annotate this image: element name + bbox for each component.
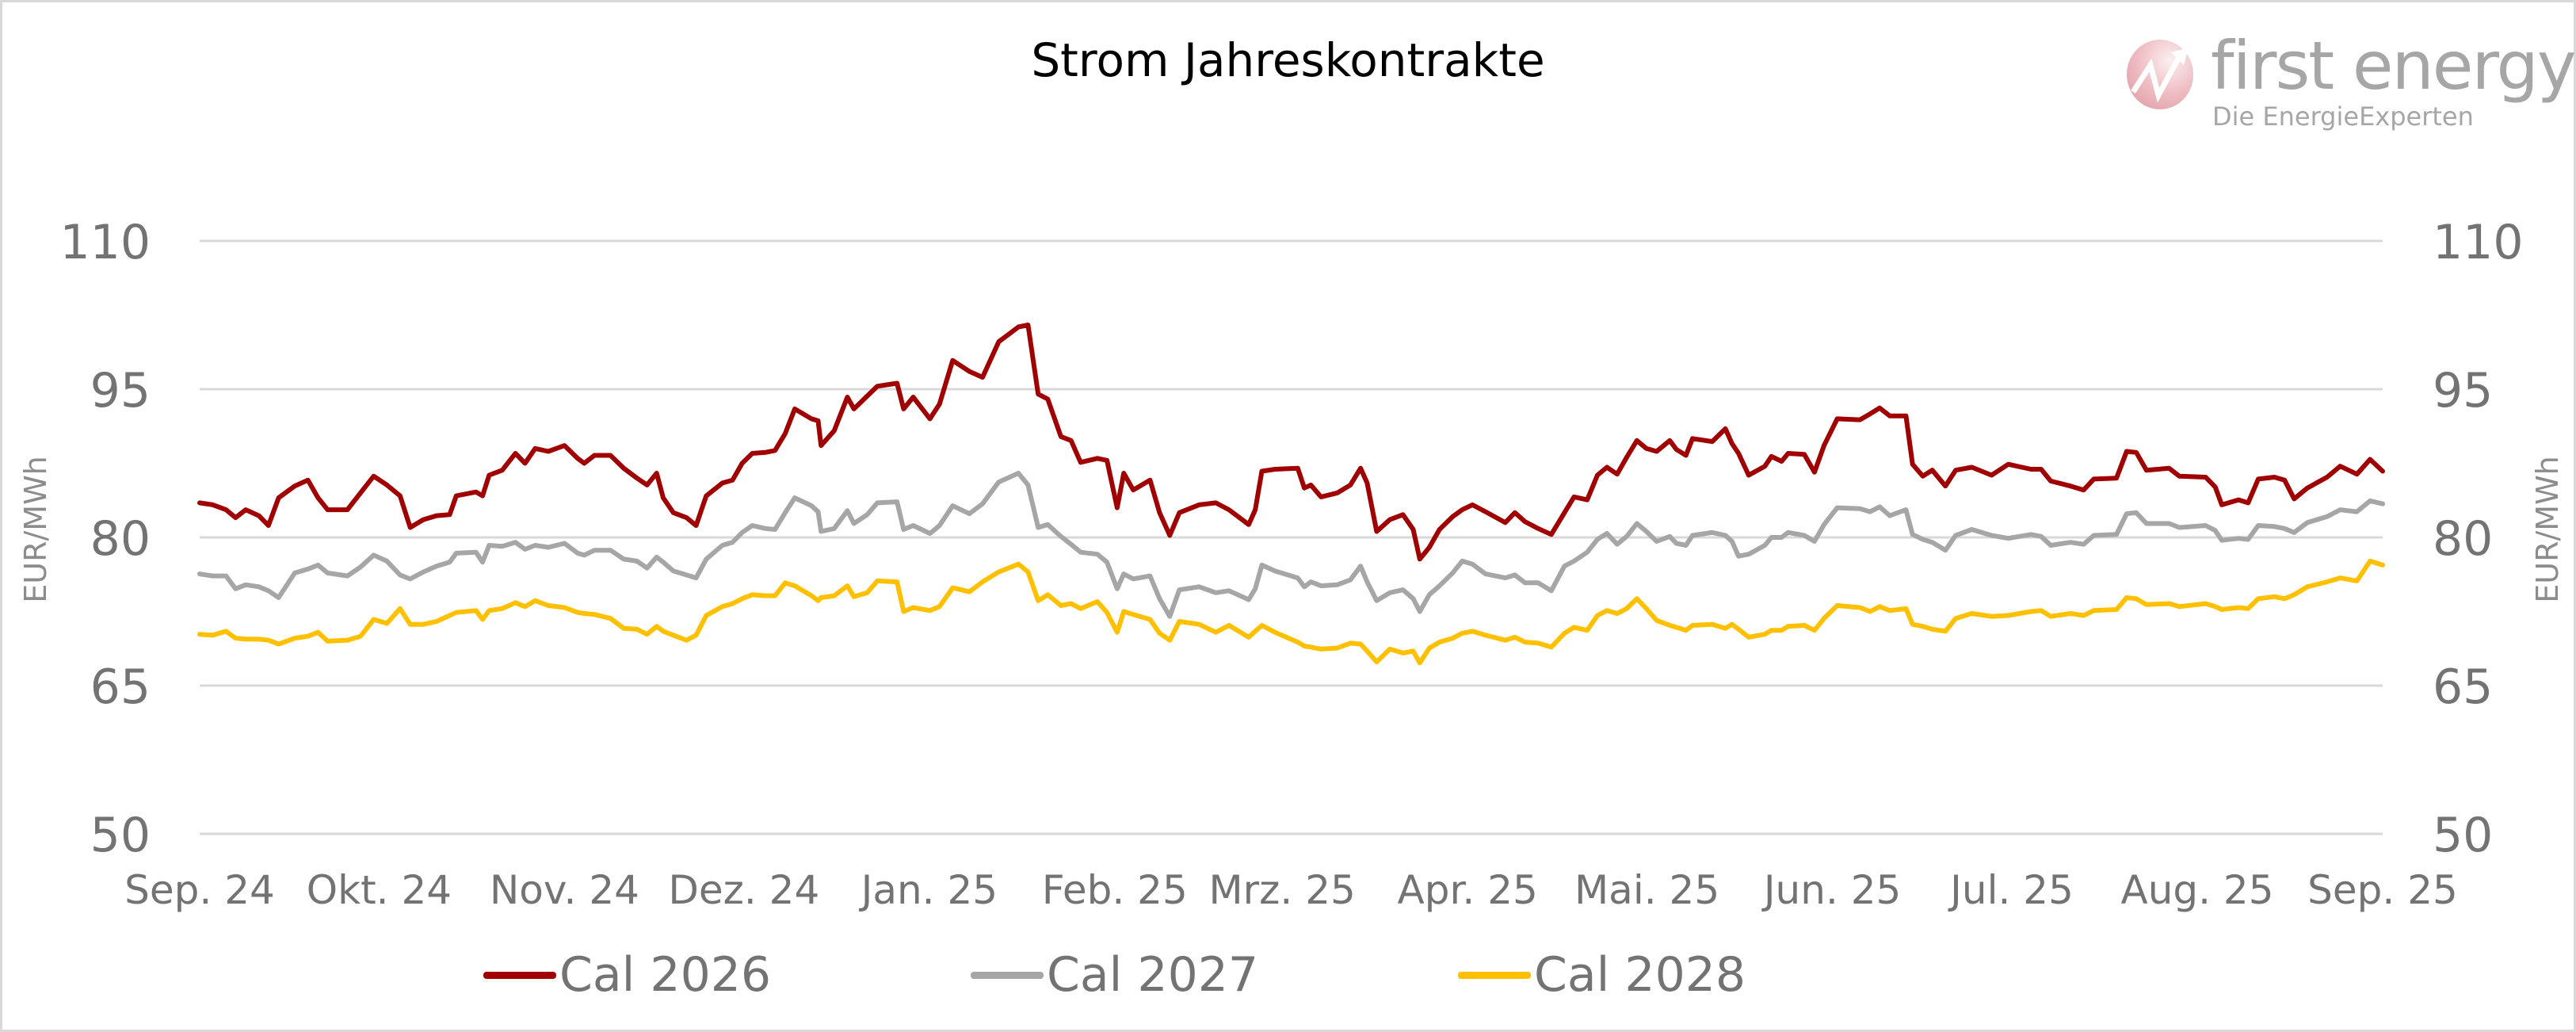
y-axis-title-left: EUR/MWh <box>18 456 53 602</box>
x-tick-label: Sep. 24 <box>124 867 275 913</box>
y-axis-title-right: EUR/MWh <box>2530 456 2565 602</box>
x-tick-label: Okt. 24 <box>307 867 452 913</box>
legend-label-cal-2026: Cal 2026 <box>559 947 772 1003</box>
y-tick-label-left: 110 <box>59 215 151 270</box>
x-tick-label: Mrz. 25 <box>1208 867 1355 913</box>
x-tick-label: Jul. 25 <box>1948 867 2074 913</box>
logo-brand-text: first energy <box>2211 27 2576 105</box>
y-tick-label-left: 65 <box>90 659 151 715</box>
series-line-cal-2028 <box>197 558 2385 666</box>
series-line-cal-2026 <box>197 323 2385 562</box>
x-tick-label: Nov. 24 <box>490 867 639 913</box>
legend-item-cal-2026: Cal 2026 <box>483 943 771 1007</box>
x-tick-label: Sep. 25 <box>2307 867 2458 913</box>
y-tick-label-right: 95 <box>2433 363 2493 419</box>
legend-swatch-cal-2028 <box>1458 971 1531 979</box>
legend-label-cal-2027: Cal 2027 <box>1047 947 1259 1003</box>
y-tick-label-left: 95 <box>90 363 151 419</box>
y-axis-left: 110 95 80 65 50 <box>59 215 151 863</box>
x-axis: Sep. 24 Okt. 24 Nov. 24 Dez. 24 Jan. 25 Feb. … <box>124 867 2458 913</box>
legend-swatch-cal-2027 <box>971 971 1044 979</box>
y-axis-right: 110 95 80 65 50 <box>2433 215 2524 863</box>
series-line-cal-2027 <box>197 471 2385 619</box>
x-tick-label: Mai. 25 <box>1574 867 1719 913</box>
y-tick-label-left: 50 <box>90 808 151 863</box>
x-tick-label: Jun. 25 <box>1761 867 1902 913</box>
chart-legend: Cal 2026 Cal 2027 Cal 2028 <box>0 943 2576 1007</box>
y-tick-label-right: 50 <box>2433 808 2493 863</box>
logo-tagline: Die EnergieExperten <box>2212 101 2474 132</box>
company-logo: first energy Die EnergieExperten <box>2124 27 2576 135</box>
legend-swatch-cal-2026 <box>483 971 556 979</box>
y-tick-label-right: 65 <box>2433 659 2493 715</box>
series-lines <box>197 323 2385 666</box>
x-tick-label: Aug. 25 <box>2120 867 2273 913</box>
x-tick-label: Feb. 25 <box>1042 867 1188 913</box>
rising-arrow-ball-icon <box>2127 40 2193 109</box>
legend-item-cal-2028: Cal 2028 <box>1458 943 1746 1007</box>
y-tick-label-right: 110 <box>2433 215 2524 270</box>
y-tick-label-right: 80 <box>2433 511 2493 567</box>
x-tick-label: Dez. 24 <box>668 867 819 913</box>
gridlines <box>200 239 2383 835</box>
y-tick-label-left: 80 <box>90 511 151 567</box>
x-tick-label: Apr. 25 <box>1398 867 1538 913</box>
legend-item-cal-2027: Cal 2027 <box>971 943 1258 1007</box>
legend-label-cal-2028: Cal 2028 <box>1534 947 1746 1003</box>
x-tick-label: Jan. 25 <box>859 867 998 913</box>
chart-title: Strom Jahreskontrakte <box>1031 33 1545 87</box>
